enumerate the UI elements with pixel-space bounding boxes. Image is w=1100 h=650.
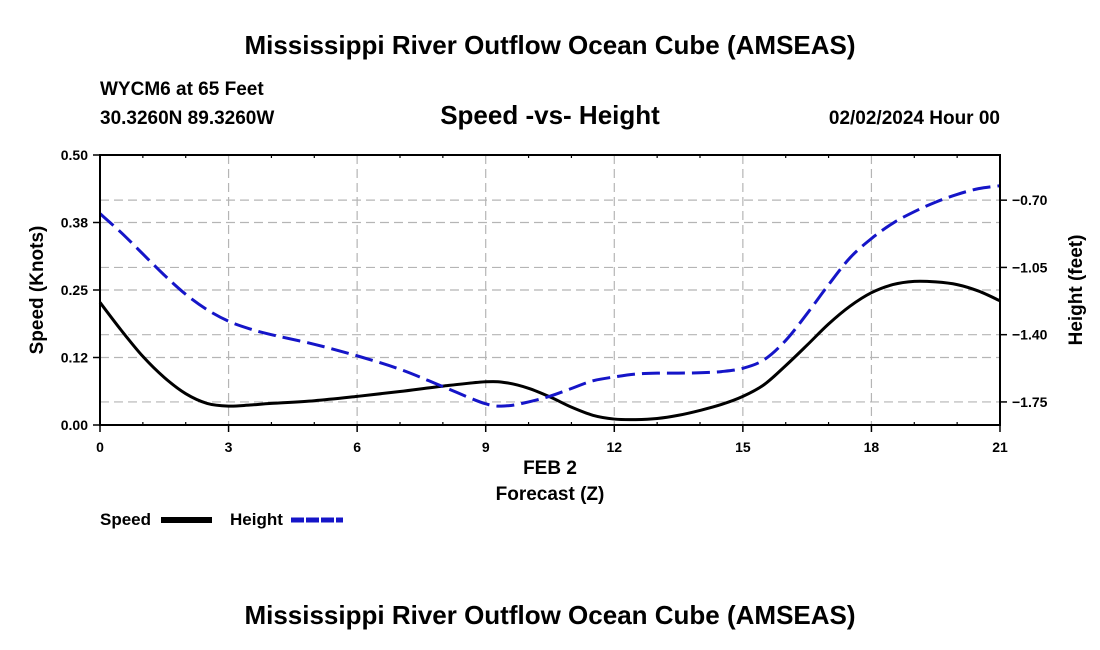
footer-title: Mississippi River Outflow Ocean Cube (AM… (244, 600, 855, 630)
date-label: 02/02/2024 Hour 00 (829, 108, 1000, 129)
y-tick-label: 0.25 (61, 282, 88, 298)
series-line-speed (98, 279, 1001, 422)
x-tick-label: 15 (735, 439, 751, 455)
x-date-label: FEB 2 (523, 458, 577, 479)
station-label: WYCM6 at 65 Feet (100, 79, 264, 100)
x-tick-label: 3 (225, 439, 233, 455)
chart-title: Speed -vs- Height (440, 100, 660, 130)
ticks: 0 3 6 9 12 15 18 21 0.00 0.12 0.25 0.38 0.50 −0.70 −1.… (61, 147, 1048, 455)
legend-label-height: Height (230, 510, 283, 529)
x-tick-label: 12 (606, 439, 622, 455)
series-line-height (98, 184, 1001, 408)
x-tick-label: 0 (96, 439, 104, 455)
y-axis-label: Speed (Knots) (27, 226, 48, 355)
y-tick-label: 0.38 (61, 215, 88, 231)
x-axis-label: Forecast (Z) (496, 484, 605, 505)
y2-tick-label: −1.40 (1012, 327, 1048, 343)
x-tick-label: 21 (992, 439, 1008, 455)
page-title: Mississippi River Outflow Ocean Cube (AM… (244, 30, 855, 60)
y2-tick-label: −0.70 (1012, 192, 1048, 208)
legend-label-speed: Speed (100, 510, 151, 529)
y-tick-label: 0.12 (61, 350, 88, 366)
coords-label: 30.3260N 89.3260W (100, 108, 274, 129)
y2-tick-label: −1.75 (1012, 394, 1048, 410)
x-tick-label: 6 (353, 439, 361, 455)
y2-axis-label: Height (feet) (1066, 235, 1087, 346)
y-tick-label: 0.00 (61, 417, 88, 433)
x-tick-label: 18 (864, 439, 880, 455)
y-tick-label: 0.50 (61, 147, 88, 163)
series-layer (98, 184, 1001, 422)
y2-tick-label: −1.05 (1012, 259, 1048, 275)
legend: Speed Height (100, 510, 343, 529)
grid (100, 154, 1000, 425)
x-tick-label: 9 (482, 439, 490, 455)
